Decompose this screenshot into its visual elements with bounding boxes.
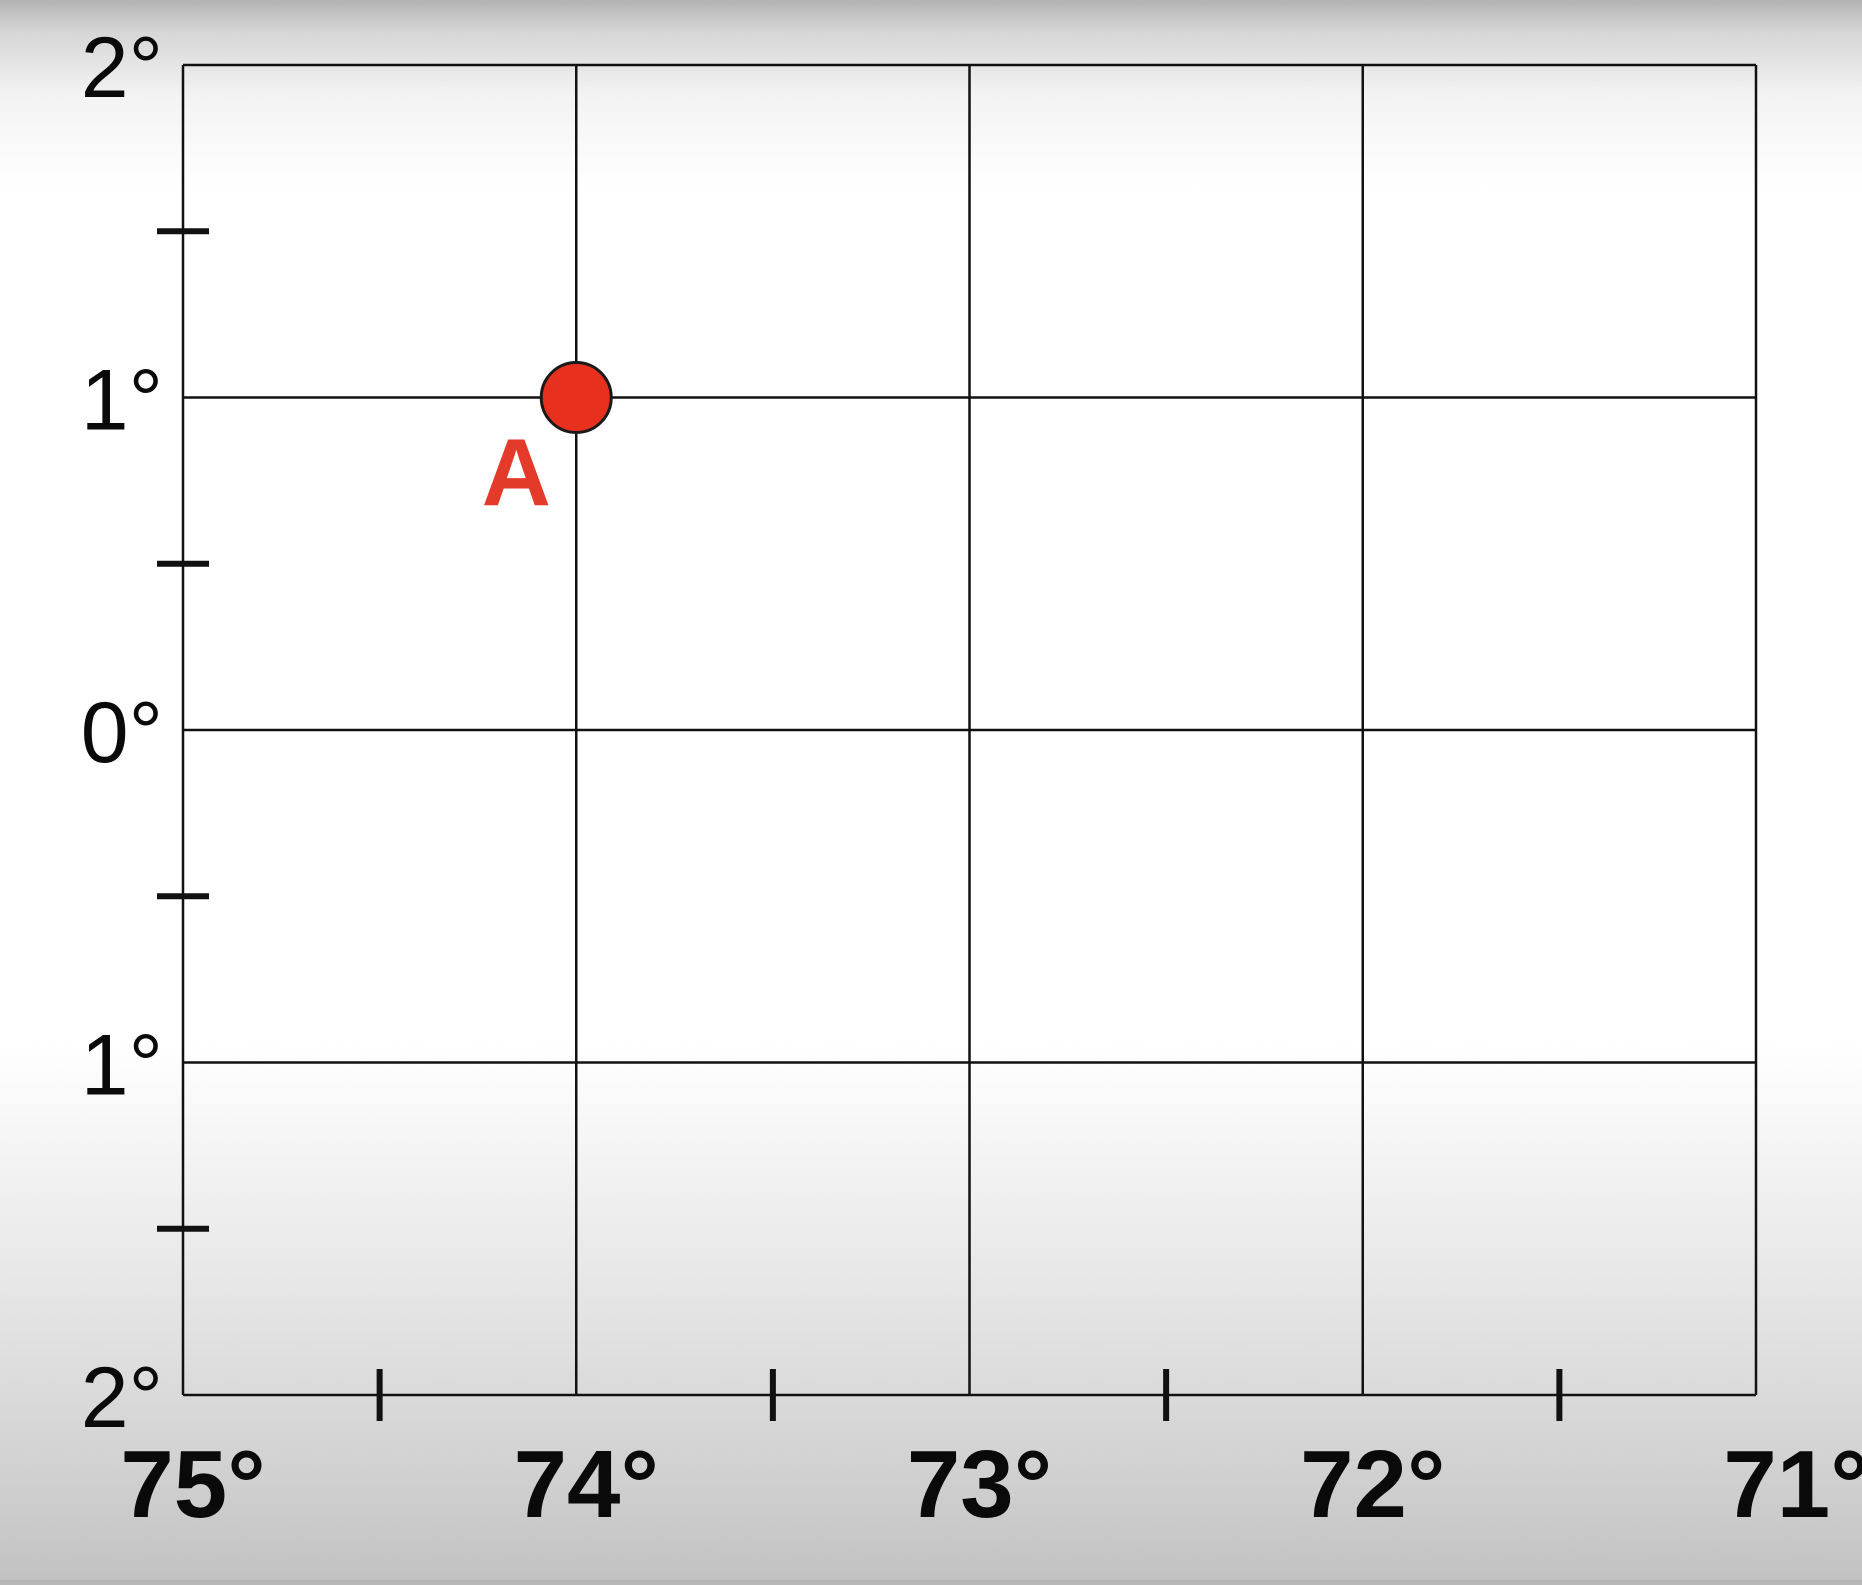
- latitude-label: 1°: [81, 1018, 163, 1114]
- latitude-labels: 2° 1° 0° 1° 2°: [81, 20, 163, 1446]
- longitude-labels: 75° 74° 73° 72° 71°: [120, 1431, 1862, 1538]
- grid-lines: [181, 63, 1758, 1397]
- minor-ticks: [157, 228, 1563, 1421]
- latitude-label: 2°: [81, 1350, 163, 1446]
- point-a-marker: [539, 361, 613, 434]
- latitude-label: 0°: [81, 685, 163, 781]
- point-layer: A: [482, 361, 613, 527]
- point-a-label: A: [482, 420, 551, 527]
- longitude-label: 74°: [514, 1431, 659, 1538]
- longitude-label: 75°: [120, 1431, 265, 1538]
- longitude-label: 72°: [1300, 1431, 1445, 1538]
- longitude-label: 73°: [907, 1431, 1052, 1538]
- latitude-label: 1°: [81, 353, 163, 449]
- latitude-label: 2°: [81, 20, 163, 116]
- longitude-label: 71°: [1723, 1431, 1862, 1538]
